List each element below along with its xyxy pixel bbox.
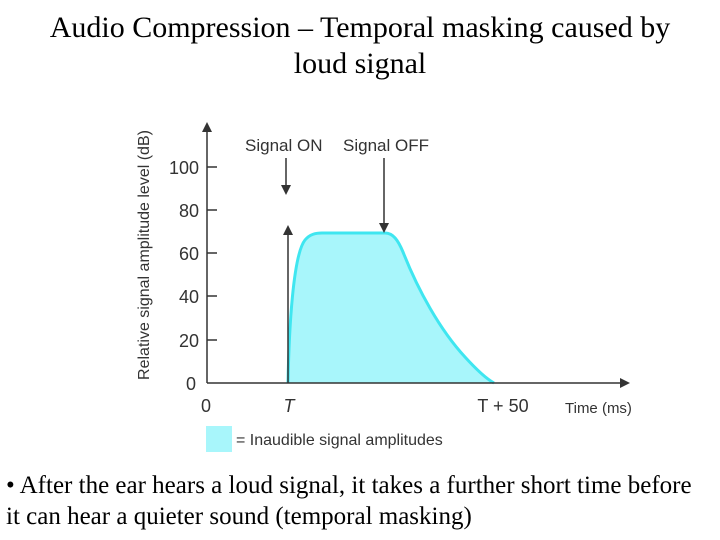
y-tick-label-20: 20 [179,331,199,351]
signal-on-label: Signal ON [245,136,322,155]
x-tick-label-0: 0 [201,396,211,416]
y-axis-label: Relative signal amplitude level (dB) [136,130,153,380]
x-tick-label-t-plus-50: T + 50 [477,396,528,416]
y-tick-label-60: 60 [179,244,199,264]
y-tick-label-80: 80 [179,201,199,221]
y-tick-label-100: 100 [169,158,199,178]
x-tick-label-t: T [284,396,297,416]
masking-curve [286,231,495,385]
signal-off-label: Signal OFF [343,136,429,155]
y-tick-20: 20 [179,331,217,351]
y-tick-label-0: 0 [186,374,196,394]
legend-swatch [206,426,232,452]
legend-label: = Inaudible signal amplitudes [236,432,443,449]
slide-title: Audio Compression – Temporal masking cau… [0,10,720,82]
y-tick-40: 40 [179,287,217,307]
y-tick-60: 60 [179,244,217,264]
y-tick-80: 80 [179,201,217,221]
y-tick-100: 100 [169,158,217,178]
title-line-1: Audio Compression – Temporal masking cau… [49,11,671,44]
x-axis-label: Time (ms) [565,400,632,417]
title-line-2: loud signal [293,47,427,80]
bullet-text: • After the ear hears a loud signal, it … [6,472,692,530]
y-tick-label-40: 40 [179,287,199,307]
masking-region [288,233,494,383]
